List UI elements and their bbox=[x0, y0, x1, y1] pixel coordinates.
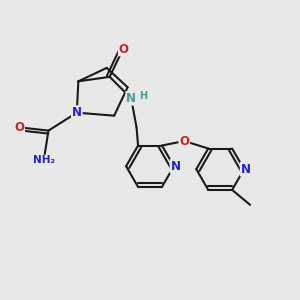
Text: H: H bbox=[139, 91, 147, 101]
Text: N: N bbox=[241, 163, 250, 176]
Text: O: O bbox=[119, 43, 129, 56]
Text: NH₂: NH₂ bbox=[33, 155, 55, 166]
Text: N: N bbox=[170, 160, 180, 173]
Text: N: N bbox=[72, 106, 82, 119]
Text: N: N bbox=[126, 92, 136, 105]
Text: O: O bbox=[14, 121, 24, 134]
Text: O: O bbox=[179, 134, 189, 148]
